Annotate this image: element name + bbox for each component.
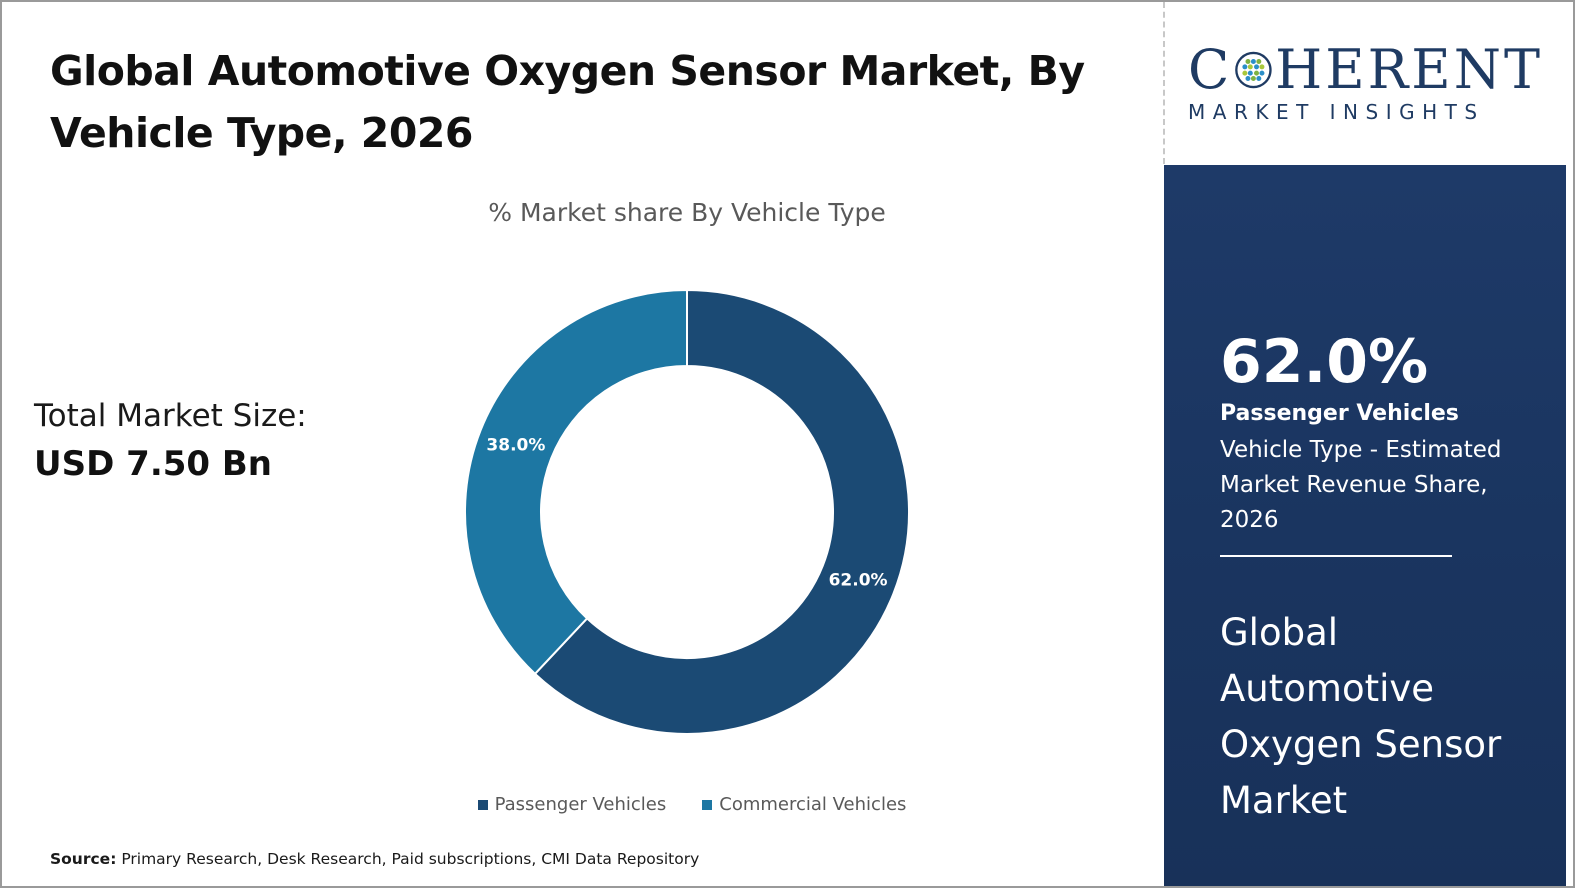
page-title: Global Automotive Oxygen Sensor Market, … bbox=[50, 47, 1085, 157]
legend-label-1: Commercial Vehicles bbox=[719, 794, 907, 815]
logo-wordmark: C HERENT bbox=[1188, 42, 1543, 98]
highlight-segment: Passenger Vehicles bbox=[1220, 401, 1459, 426]
source-label: Source: bbox=[50, 850, 117, 868]
total-market-value: USD 7.50 Bn bbox=[34, 444, 272, 484]
market-name: Global Automotive Oxygen Sensor Market bbox=[1220, 611, 1502, 822]
chart-title: % Market share By Vehicle Type bbox=[488, 198, 886, 227]
donut-data-label-1: 38.0% bbox=[486, 435, 545, 455]
donut-slice-0 bbox=[533, 288, 910, 735]
source-text: Primary Research, Desk Research, Paid su… bbox=[121, 850, 700, 868]
highlight-description: Vehicle Type - Estimated Market Revenue … bbox=[1220, 437, 1502, 533]
chart-legend: Passenger Vehicles Commercial Vehicles bbox=[442, 794, 942, 815]
highlight-value: 62.0% bbox=[1220, 327, 1429, 397]
logo-rest: HERENT bbox=[1275, 38, 1543, 101]
total-market-label: Total Market Size: bbox=[34, 398, 307, 434]
legend-swatch-0 bbox=[477, 799, 488, 810]
legend-item-1: Commercial Vehicles bbox=[702, 794, 906, 815]
highlight-panel: 62.0% Passenger Vehicles Vehicle Type - … bbox=[1164, 165, 1566, 886]
donut-data-label-0: 62.0% bbox=[829, 571, 888, 591]
header-divider bbox=[1163, 2, 1165, 164]
legend-swatch-1 bbox=[702, 799, 713, 810]
donut-slice-1 bbox=[464, 288, 688, 676]
company-logo: C HERENT MARKET INSIGHTS bbox=[1188, 42, 1543, 125]
logo-letter-c: C bbox=[1188, 38, 1233, 101]
logo-tagline: MARKET INSIGHTS bbox=[1188, 100, 1485, 124]
legend-label-0: Passenger Vehicles bbox=[494, 794, 667, 815]
source-note: Source: Primary Research, Desk Research,… bbox=[50, 850, 699, 868]
donut-chart: 62.0% 38.0% bbox=[464, 288, 910, 735]
logo-dots-icon bbox=[1235, 51, 1272, 89]
legend-item-0: Passenger Vehicles bbox=[477, 794, 667, 815]
panel-divider bbox=[1220, 555, 1452, 557]
